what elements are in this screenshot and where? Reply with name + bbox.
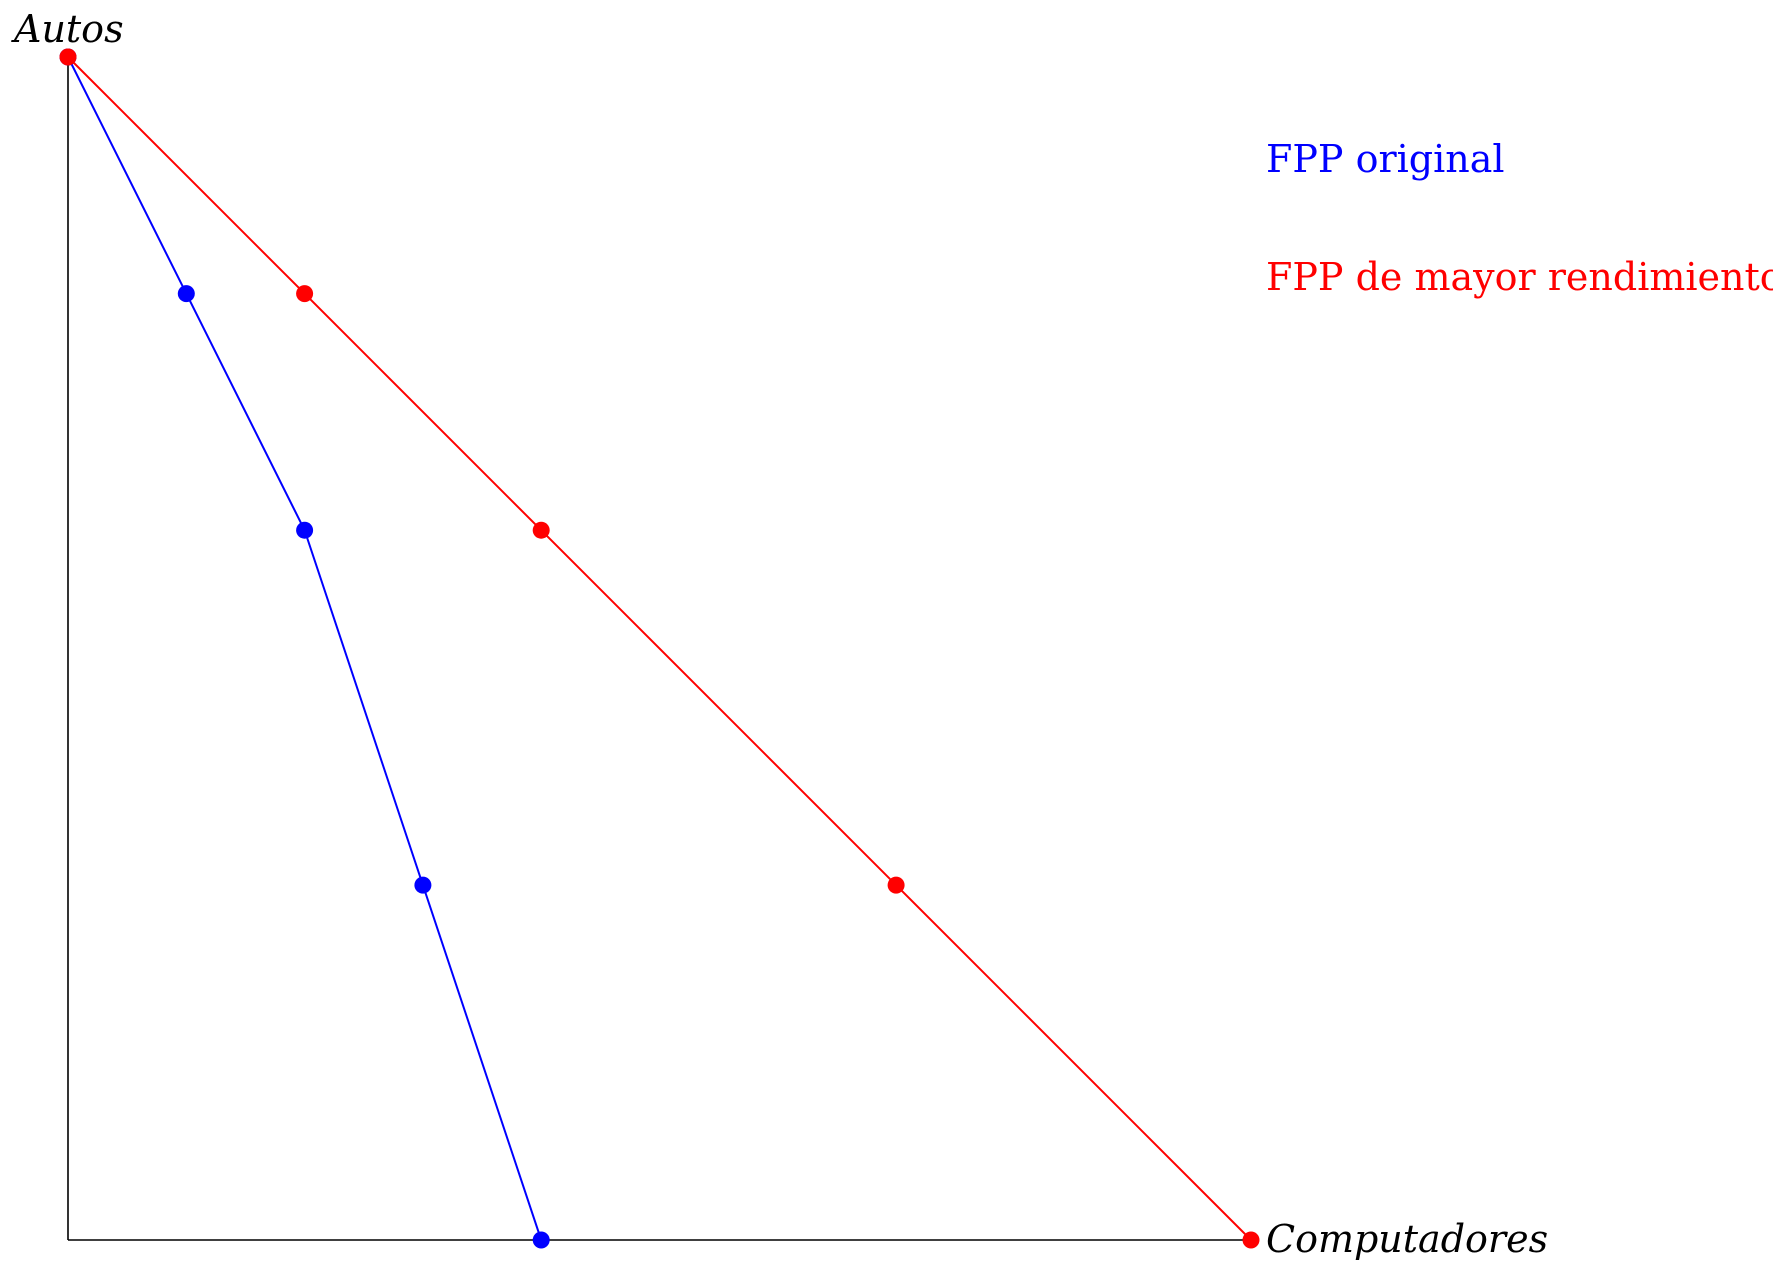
series-1-line <box>67 56 543 1241</box>
series-2-point <box>532 521 550 539</box>
series-1-point <box>414 876 432 894</box>
series-1-point <box>532 1231 550 1249</box>
legend-label-2: FPP de mayor rendimiento <box>1266 255 1773 299</box>
series-2-point <box>887 876 905 894</box>
series-1-point <box>296 521 314 539</box>
series-1-point <box>177 285 195 303</box>
y-axis-title: Autos <box>11 7 124 51</box>
legend: FPP original FPP de mayor rendimiento <box>1266 137 1773 299</box>
series-2-point <box>1242 1231 1260 1249</box>
x-axis-title: Computadores <box>1266 1217 1548 1261</box>
series-1 <box>59 48 550 1249</box>
axes <box>67 57 1251 1241</box>
series-layer <box>59 48 1260 1249</box>
series-2-point <box>296 285 314 303</box>
series-2-line <box>67 56 1252 1241</box>
series-2-point <box>59 48 77 66</box>
legend-label-1: FPP original <box>1266 137 1505 181</box>
series-2 <box>59 48 1260 1249</box>
